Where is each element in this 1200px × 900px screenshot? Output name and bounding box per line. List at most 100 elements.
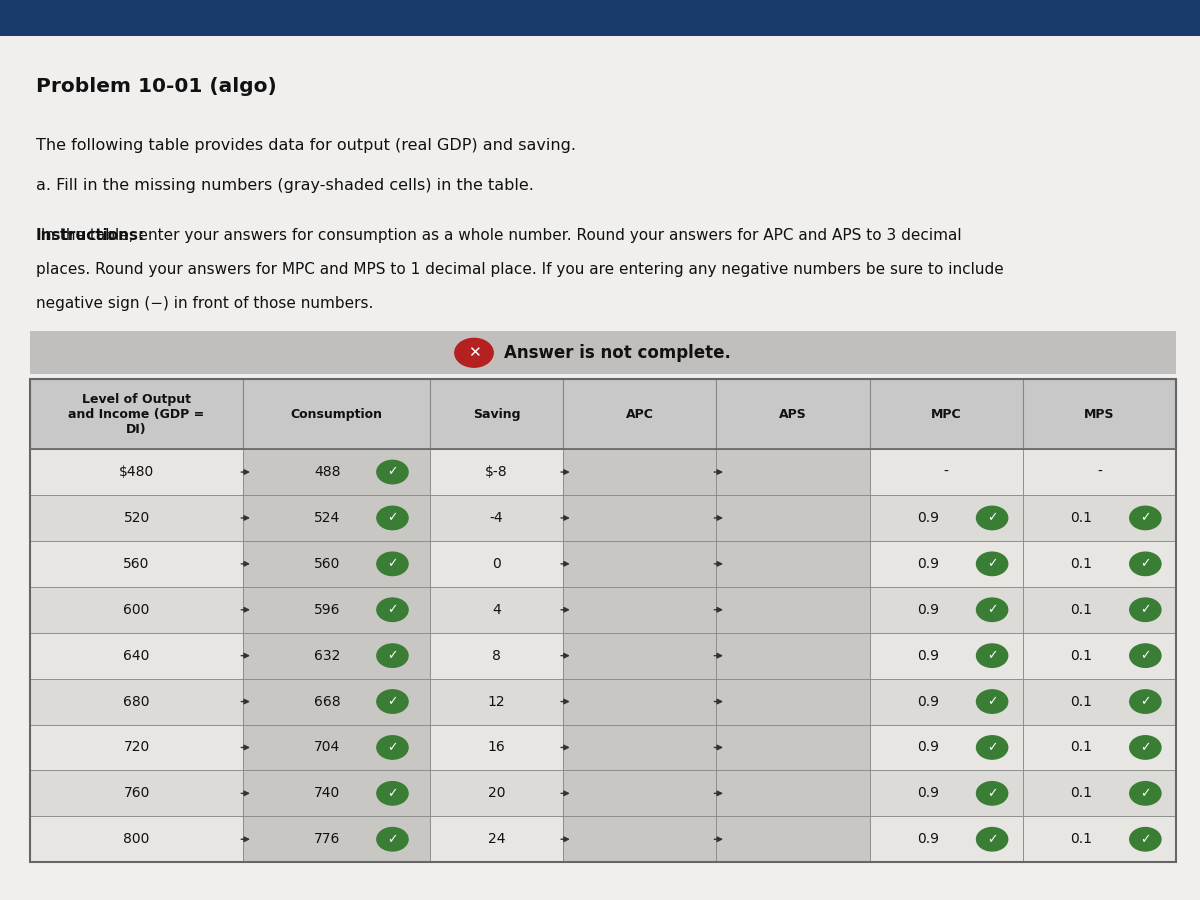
Bar (716, 679, 870, 725)
Bar (430, 724, 563, 770)
Text: 0.1: 0.1 (1070, 832, 1092, 846)
Text: 800: 800 (124, 832, 150, 846)
Bar (1022, 679, 1176, 725)
Circle shape (977, 736, 1008, 760)
Text: Answer is not complete.: Answer is not complete. (504, 344, 731, 362)
Bar (563, 816, 716, 862)
Circle shape (1129, 781, 1160, 806)
Circle shape (977, 690, 1008, 714)
Text: 16: 16 (487, 741, 505, 754)
Text: 632: 632 (314, 649, 341, 662)
Bar (563, 379, 716, 449)
Text: -4: -4 (490, 511, 503, 525)
Circle shape (977, 598, 1008, 622)
Text: a. Fill in the missing numbers (gray-shaded cells) in the table.: a. Fill in the missing numbers (gray-sha… (36, 178, 534, 194)
Text: ✓: ✓ (1140, 603, 1151, 616)
Bar (30, 587, 244, 633)
Bar (244, 724, 430, 770)
Bar (1022, 379, 1176, 449)
Text: In the table, enter your answers for consumption as a whole number. Round your a: In the table, enter your answers for con… (36, 228, 961, 243)
Circle shape (377, 828, 408, 851)
Bar (244, 587, 430, 633)
Bar (716, 449, 870, 495)
Text: Instructions:: Instructions: (36, 228, 145, 243)
Text: 560: 560 (124, 557, 150, 571)
Bar (563, 495, 716, 541)
Text: 0.9: 0.9 (917, 695, 938, 708)
Bar (30, 724, 244, 770)
Text: 4: 4 (492, 603, 500, 616)
Text: APS: APS (779, 408, 806, 420)
Bar (716, 633, 870, 679)
Text: 640: 640 (124, 649, 150, 662)
Circle shape (377, 461, 408, 484)
Text: ✓: ✓ (388, 741, 397, 754)
Bar (1022, 449, 1176, 495)
Text: 668: 668 (314, 695, 341, 708)
Bar (30, 679, 244, 725)
Text: ✓: ✓ (986, 741, 997, 754)
Bar (430, 587, 563, 633)
Text: ✓: ✓ (1140, 557, 1151, 571)
Text: ✓: ✓ (986, 649, 997, 662)
Circle shape (977, 781, 1008, 806)
Text: ✓: ✓ (1140, 832, 1151, 846)
Text: ✓: ✓ (388, 832, 397, 846)
Text: 0.1: 0.1 (1070, 649, 1092, 662)
Bar (30, 379, 1176, 862)
Circle shape (1129, 506, 1160, 529)
Circle shape (1129, 598, 1160, 622)
Bar (30, 379, 244, 449)
Bar (30, 541, 244, 587)
Text: 520: 520 (124, 511, 150, 525)
Circle shape (377, 506, 408, 529)
Bar (1022, 633, 1176, 679)
Circle shape (377, 781, 408, 806)
Bar (30, 495, 244, 541)
Circle shape (377, 690, 408, 714)
Bar (244, 495, 430, 541)
Bar (430, 449, 563, 495)
Text: places. Round your answers for MPC and MPS to 1 decimal place. If you are enteri: places. Round your answers for MPC and M… (36, 262, 1003, 277)
Bar (430, 379, 563, 449)
Text: ✓: ✓ (986, 832, 997, 846)
Text: Consumption: Consumption (290, 408, 383, 420)
Bar (244, 816, 430, 862)
Text: 0.1: 0.1 (1070, 787, 1092, 800)
Text: ✓: ✓ (986, 603, 997, 616)
Text: 524: 524 (314, 511, 341, 525)
Bar (563, 679, 716, 725)
Circle shape (1129, 736, 1160, 760)
Bar (430, 679, 563, 725)
Bar (716, 541, 870, 587)
Bar (0, 0, 1200, 36)
Bar (1022, 816, 1176, 862)
Text: ✓: ✓ (1140, 511, 1151, 525)
Text: 740: 740 (314, 787, 341, 800)
Text: ✓: ✓ (1140, 787, 1151, 800)
Bar (1022, 770, 1176, 816)
Bar (30, 449, 244, 495)
Circle shape (377, 598, 408, 622)
Text: 0: 0 (492, 557, 500, 571)
Text: MPC: MPC (931, 408, 961, 420)
Text: 704: 704 (314, 741, 341, 754)
Bar (870, 770, 1022, 816)
Bar (716, 495, 870, 541)
Text: 24: 24 (487, 832, 505, 846)
Bar (244, 770, 430, 816)
Circle shape (1129, 690, 1160, 714)
Bar (870, 495, 1022, 541)
Bar (716, 816, 870, 862)
Bar (244, 379, 430, 449)
Bar (244, 449, 430, 495)
Text: 760: 760 (124, 787, 150, 800)
Bar (563, 449, 716, 495)
Bar (430, 633, 563, 679)
Bar (30, 770, 244, 816)
Text: 0.9: 0.9 (917, 511, 938, 525)
Bar (716, 379, 870, 449)
Text: 680: 680 (124, 695, 150, 708)
Text: ✓: ✓ (986, 511, 997, 525)
Bar (244, 633, 430, 679)
